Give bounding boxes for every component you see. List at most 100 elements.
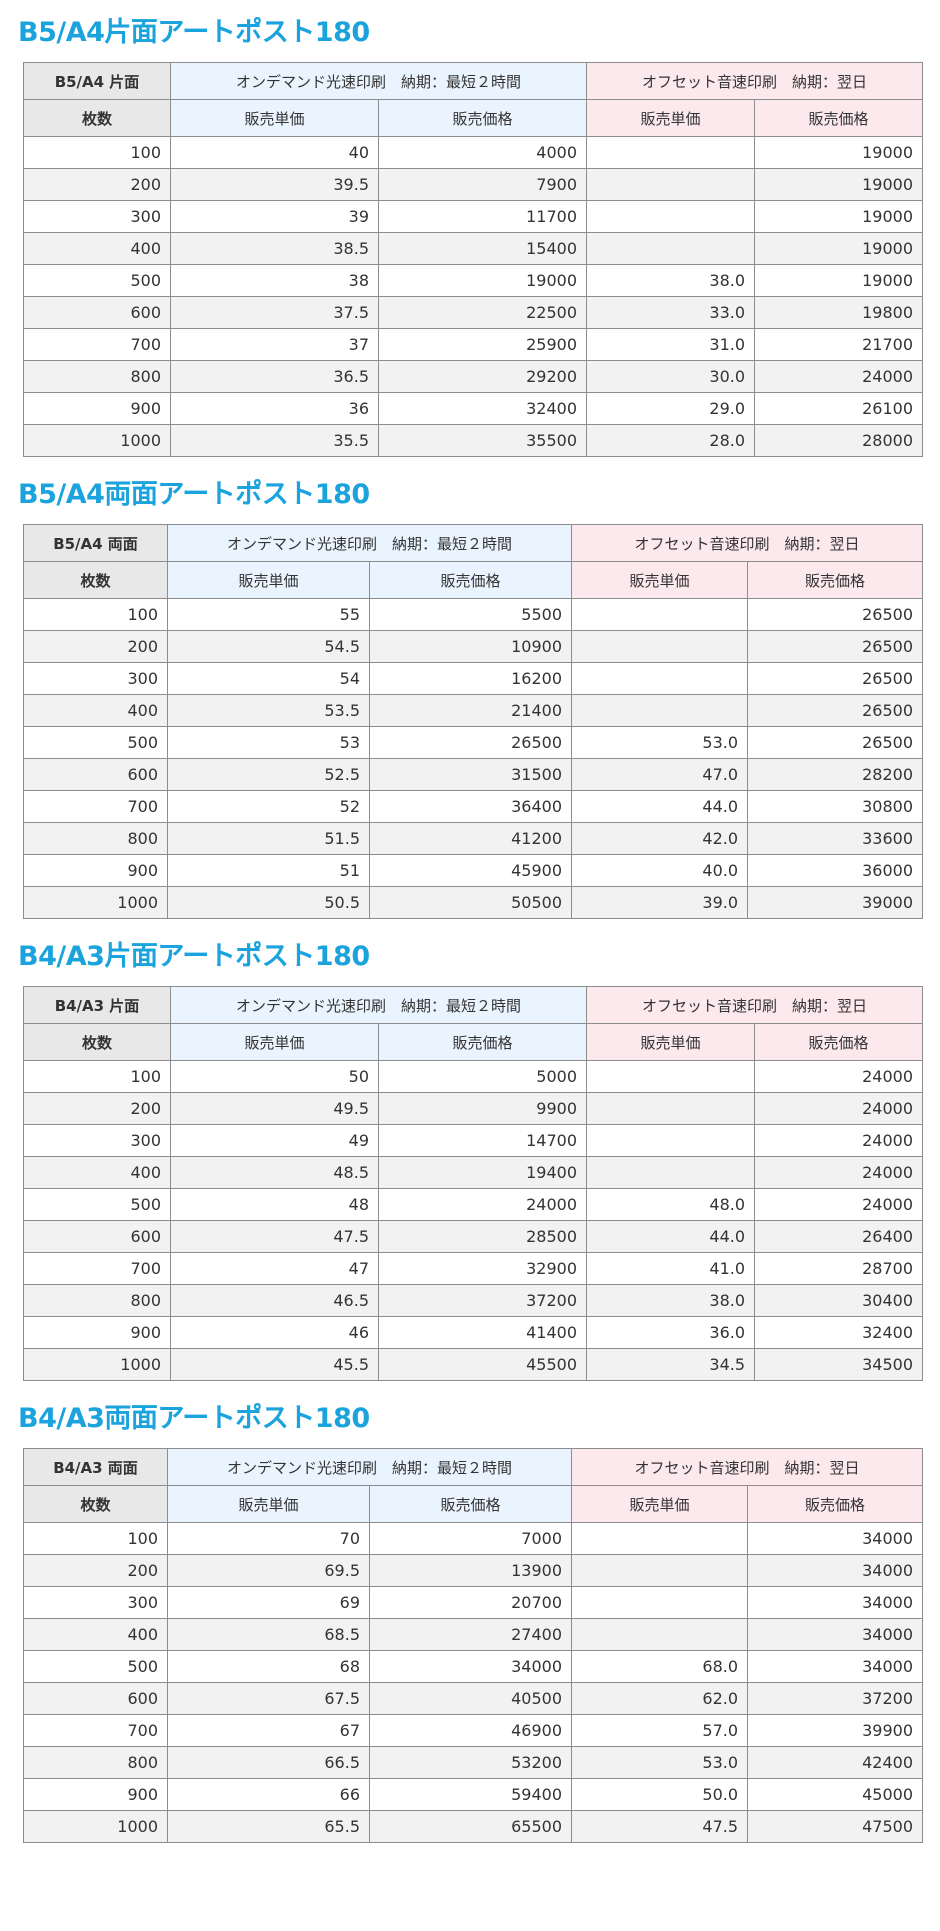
offset-unit-price-cell: 39.0 [571,886,749,919]
offset-unit-price-cell: 36.0 [586,1316,756,1349]
qty-header: 枚数 [23,561,168,599]
table-row: 600 67.5 40500 62.0 37200 [23,1682,924,1715]
ondemand-price-header: 販売価格 [377,99,588,137]
offset-price-cell: 34000 [747,1554,924,1587]
qty-cell: 700 [23,328,171,361]
table-row: 1000 45.5 45500 34.5 34500 [23,1348,924,1381]
ondemand-price-cell: 5500 [368,598,573,631]
ondemand-unit-price-cell: 49 [170,1124,379,1157]
table-row: 100 55 5500 26500 [23,598,924,631]
ondemand-unit-price-cell: 52 [167,790,370,823]
ondemand-unit-price-header: 販売単価 [167,561,370,599]
qty-cell: 600 [23,1682,168,1715]
ondemand-unit-price-cell: 37 [170,328,379,361]
qty-cell: 100 [23,1522,168,1555]
table-row: 600 37.5 22500 33.0 19800 [23,296,924,329]
ondemand-price-cell: 10900 [368,630,573,663]
ondemand-price-cell: 26500 [368,726,573,759]
qty-cell: 900 [23,1316,171,1349]
qty-cell: 300 [23,200,171,233]
qty-cell: 1000 [23,886,168,919]
section-title: B5/A4片面アートポスト180 [18,17,370,48]
table-row: 100 40 4000 19000 [23,136,924,169]
qty-cell: 200 [23,168,171,201]
offset-price-cell: 34000 [747,1650,924,1683]
ondemand-unit-price-header: 販売単価 [170,99,379,137]
ondemand-unit-price-cell: 37.5 [170,296,379,329]
offset-unit-price-cell [586,1060,756,1093]
qty-cell: 300 [23,662,168,695]
price-section-b5a4-single: B5/A4片面アートポスト180 B5/A4 片面 オンデマンド光速印刷 納期：… [0,0,940,457]
table-row: 1000 50.5 50500 39.0 39000 [23,886,924,919]
ondemand-unit-price-cell: 68.5 [167,1618,370,1651]
offset-unit-price-cell: 41.0 [586,1252,756,1285]
offset-unit-price-cell [571,662,749,695]
qty-cell: 700 [23,1252,171,1285]
table-row: 900 36 32400 29.0 26100 [23,392,924,425]
offset-price-cell: 42400 [747,1746,924,1779]
offset-unit-price-cell [571,1618,749,1651]
offset-unit-price-cell [586,1156,756,1189]
offset-unit-price-cell [586,136,756,169]
offset-unit-price-cell: 29.0 [586,392,756,425]
offset-unit-price-cell: 53.0 [571,1746,749,1779]
offset-price-cell: 24000 [754,1188,924,1221]
table-row: 700 37 25900 31.0 21700 [23,328,924,361]
ondemand-price-cell: 41400 [377,1316,588,1349]
ondemand-unit-price-cell: 51 [167,854,370,887]
ondemand-unit-price-cell: 38.5 [170,232,379,265]
ondemand-price-header: 販売価格 [377,1023,588,1061]
qty-cell: 900 [23,392,171,425]
ondemand-unit-price-cell: 36.5 [170,360,379,393]
offset-unit-price-cell [571,1554,749,1587]
offset-unit-price-cell: 31.0 [586,328,756,361]
ondemand-price-cell: 13900 [368,1554,573,1587]
offset-price-cell: 19000 [754,232,924,265]
price-section-b4a3-double: B4/A3両面アートポスト180 B4/A3 両面 オンデマンド光速印刷 納期：… [0,1381,940,1843]
ondemand-unit-price-cell: 53.5 [167,694,370,727]
offset-unit-price-cell: 57.0 [571,1714,749,1747]
price-section-b5a4-double: B5/A4両面アートポスト180 B5/A4 両面 オンデマンド光速印刷 納期：… [0,457,940,919]
offset-price-cell: 30400 [754,1284,924,1317]
offset-price-cell: 24000 [754,1156,924,1189]
table-row: 300 39 11700 19000 [23,200,924,233]
offset-price-cell: 28700 [754,1252,924,1285]
offset-price-cell: 26500 [747,630,924,663]
offset-unit-price-cell: 50.0 [571,1778,749,1811]
ondemand-unit-price-cell: 50.5 [167,886,370,919]
qty-cell: 900 [23,854,168,887]
offset-price-cell: 39000 [747,886,924,919]
ondemand-price-cell: 32400 [377,392,588,425]
size-label: B4/A3 両面 [23,1448,168,1486]
ondemand-unit-price-cell: 49.5 [170,1092,379,1125]
offset-header: オフセット音速印刷 納期：翌日 [571,524,924,562]
table-row: 900 46 41400 36.0 32400 [23,1316,924,1349]
offset-unit-price-cell: 42.0 [571,822,749,855]
ondemand-price-cell: 15400 [377,232,588,265]
table-subheader-row: 枚数 販売単価 販売価格 販売単価 販売価格 [23,1485,924,1523]
table-row: 800 46.5 37200 38.0 30400 [23,1284,924,1317]
table-row: 800 36.5 29200 30.0 24000 [23,360,924,393]
table-row: 1000 65.5 65500 47.5 47500 [23,1810,924,1843]
table-row: 100 50 5000 24000 [23,1060,924,1093]
ondemand-unit-price-cell: 48.5 [170,1156,379,1189]
qty-cell: 200 [23,630,168,663]
ondemand-price-cell: 41200 [368,822,573,855]
offset-price-cell: 24000 [754,1060,924,1093]
qty-cell: 100 [23,136,171,169]
offset-unit-price-cell: 38.0 [586,264,756,297]
table-subheader-row: 枚数 販売単価 販売価格 販売単価 販売価格 [23,1023,924,1061]
table-subheader-row: 枚数 販売単価 販売価格 販売単価 販売価格 [23,99,924,137]
offset-price-cell: 34000 [747,1522,924,1555]
offset-price-header: 販売価格 [754,1023,924,1061]
qty-header: 枚数 [23,1485,168,1523]
offset-unit-price-cell [571,694,749,727]
ondemand-unit-price-cell: 51.5 [167,822,370,855]
offset-price-cell: 39900 [747,1714,924,1747]
offset-price-cell: 21700 [754,328,924,361]
table-row: 900 66 59400 50.0 45000 [23,1778,924,1811]
ondemand-price-cell: 29200 [377,360,588,393]
qty-cell: 400 [23,1618,168,1651]
ondemand-price-cell: 25900 [377,328,588,361]
table-row: 500 38 19000 38.0 19000 [23,264,924,297]
